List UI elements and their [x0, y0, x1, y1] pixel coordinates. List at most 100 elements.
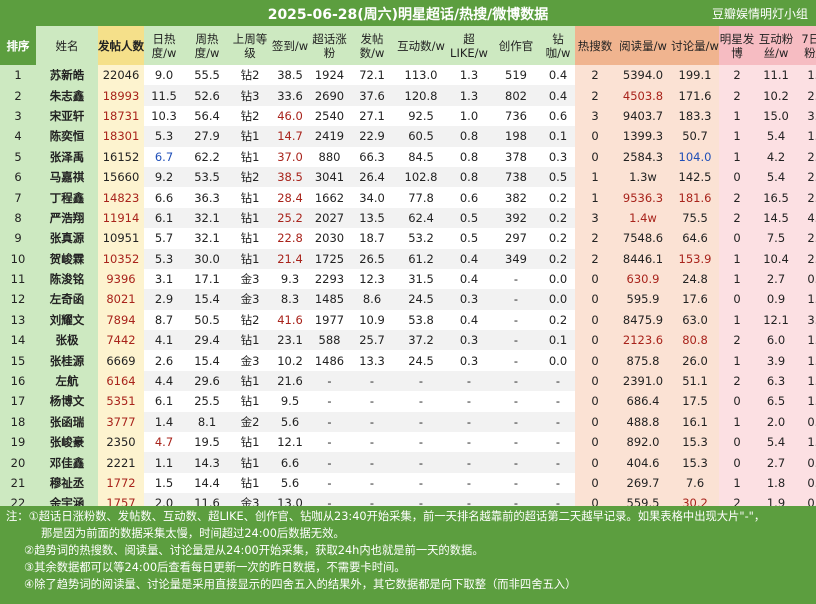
table-cell: 9.0	[144, 65, 184, 86]
table-row: 13 刘耀文 7894 8.7 50.5 钻2 41.6 1977 10.9 53.8 0.4-0.…	[0, 309, 816, 331]
table-cell: 378	[491, 146, 541, 167]
table-cell: 36.3	[184, 187, 230, 208]
table-row: 7 丁程鑫 14823 6.6 36.3 钻1 28.4 1662 34.0 77.8 0.6 382…	[0, 187, 816, 208]
table-cell: 17	[0, 391, 36, 412]
table-cell: 1662	[310, 187, 349, 208]
col-header: 创作官	[491, 26, 541, 65]
table-cell: 9536.3	[615, 187, 671, 208]
table-cell: 2	[0, 85, 36, 106]
table-cell: 8446.1	[615, 248, 671, 269]
table-cell: -	[310, 370, 349, 392]
table-cell: 382	[491, 187, 541, 208]
table-cell: 6164	[98, 370, 144, 392]
table-cell: -	[395, 391, 447, 412]
table-cell: 8.1	[184, 411, 230, 433]
table-cell: 0.1	[541, 126, 575, 147]
table-cell: 15.4	[184, 350, 230, 371]
table-cell: -	[491, 370, 541, 392]
header-row: 排序 姓名 发帖人数 日热度/w 周热度/w 上周等级 签到/w 超话涨粉 发帖…	[0, 26, 816, 65]
table-cell: 0.0	[541, 289, 575, 310]
table-cell: 2.9	[797, 187, 816, 208]
table-cell: 0.1	[541, 330, 575, 351]
table-cell: 0.8	[447, 126, 491, 147]
table-cell: -	[349, 411, 395, 433]
table-cell: 0.5	[541, 166, 575, 188]
table-cell: 1	[575, 166, 615, 188]
table-cell: 104.0	[671, 146, 719, 167]
table-cell: 0.4	[541, 65, 575, 86]
table-cell: 686.4	[615, 391, 671, 412]
table-cell: 0.6	[797, 452, 816, 473]
table-cell: 2	[719, 85, 755, 106]
table-cell: 钻2	[230, 309, 270, 331]
table-cell: 880	[310, 146, 349, 167]
table-cell: 0.4	[447, 268, 491, 290]
table-row: 11 陈浚铭 9396 3.1 17.1 金3 9.3 2293 12.3 31.5 0.4-0.0…	[0, 268, 816, 290]
table-cell: 21.4	[270, 248, 310, 269]
table-cell: 0	[575, 432, 615, 453]
table-cell: 邓佳鑫	[36, 452, 98, 473]
table-cell: 钻1	[230, 391, 270, 412]
col-header: 发帖人数	[98, 26, 144, 65]
table-cell: 2221	[98, 452, 144, 473]
table-cell: 22.9	[349, 126, 395, 147]
table-cell: 2	[719, 330, 755, 351]
col-header: 热搜数	[575, 26, 615, 65]
table-cell: 9	[0, 228, 36, 249]
table-cell: 24.5	[395, 350, 447, 371]
col-header: 7日涨粉/w	[797, 26, 816, 65]
table-cell: 53.8	[395, 309, 447, 331]
table-row: 21 穆祉丞 1772 1.5 14.4 钻1 5.6- - - - - -0 269.7 7.6 1 1.8…	[0, 472, 816, 494]
table-cell: 1.3	[797, 370, 816, 392]
table-cell: 0	[575, 350, 615, 371]
table-cell: 6.5	[755, 391, 797, 412]
table-cell: 1.5	[144, 472, 184, 494]
table-cell: 14823	[98, 187, 144, 208]
table-cell: 11	[0, 268, 36, 290]
table-cell: 0.5	[447, 228, 491, 249]
table-cell: 2030	[310, 228, 349, 249]
table-cell: 2350	[98, 432, 144, 453]
table-row: 4 陈奕恒 18301 5.3 27.9 钻1 14.7 2419 22.9 60.5 0.8 198…	[0, 126, 816, 147]
table-cell: 0.5	[447, 207, 491, 229]
table-cell: -	[349, 370, 395, 392]
table-cell: 1	[719, 472, 755, 494]
table-cell: 0	[575, 452, 615, 473]
table-cell: 7.5	[755, 228, 797, 249]
table-cell: 26.0	[671, 350, 719, 371]
table-cell: 2540	[310, 105, 349, 127]
table-cell: 1.5	[797, 432, 816, 453]
table-row: 3 宋亚轩 18731 10.3 56.4 钻2 46.0 2540 27.1 92.5 1.0 73…	[0, 105, 816, 127]
table-cell: 钻1	[230, 472, 270, 494]
col-header: 互动粉丝/w	[755, 26, 797, 65]
table-cell: 4.1	[797, 207, 816, 229]
table-cell: 0.4	[447, 309, 491, 331]
table-cell: 0.2	[541, 309, 575, 331]
table-cell: 9396	[98, 268, 144, 290]
table-cell: 0.0	[541, 268, 575, 290]
table-cell: 张真源	[36, 228, 98, 249]
table-cell: 张峻豪	[36, 432, 98, 453]
table-cell: 6.3	[755, 370, 797, 392]
table-cell: 钻1	[230, 146, 270, 167]
table-cell: 4.4	[144, 370, 184, 392]
table-cell: 10.2	[270, 350, 310, 371]
table-cell: 0	[575, 289, 615, 310]
table-cell: 37.0	[270, 146, 310, 167]
table-cell: 2	[719, 187, 755, 208]
table-cell: 15.0	[755, 105, 797, 127]
table-cell: 15660	[98, 166, 144, 188]
table-cell: 0.3	[447, 330, 491, 351]
table-cell: 5.4	[755, 432, 797, 453]
table-cell: 1	[719, 105, 755, 127]
table-cell: 3.0	[797, 105, 816, 127]
table-cell: -	[491, 411, 541, 433]
table-cell: 24.5	[395, 289, 447, 310]
col-header: 明星发博	[719, 26, 755, 65]
table-cell: 38.5	[270, 65, 310, 86]
table-cell: 钻1	[230, 187, 270, 208]
table-cell: 26.5	[349, 248, 395, 269]
table-cell: 1.1	[144, 452, 184, 473]
table-cell: 1	[575, 187, 615, 208]
table-cell: 62.2	[184, 146, 230, 167]
